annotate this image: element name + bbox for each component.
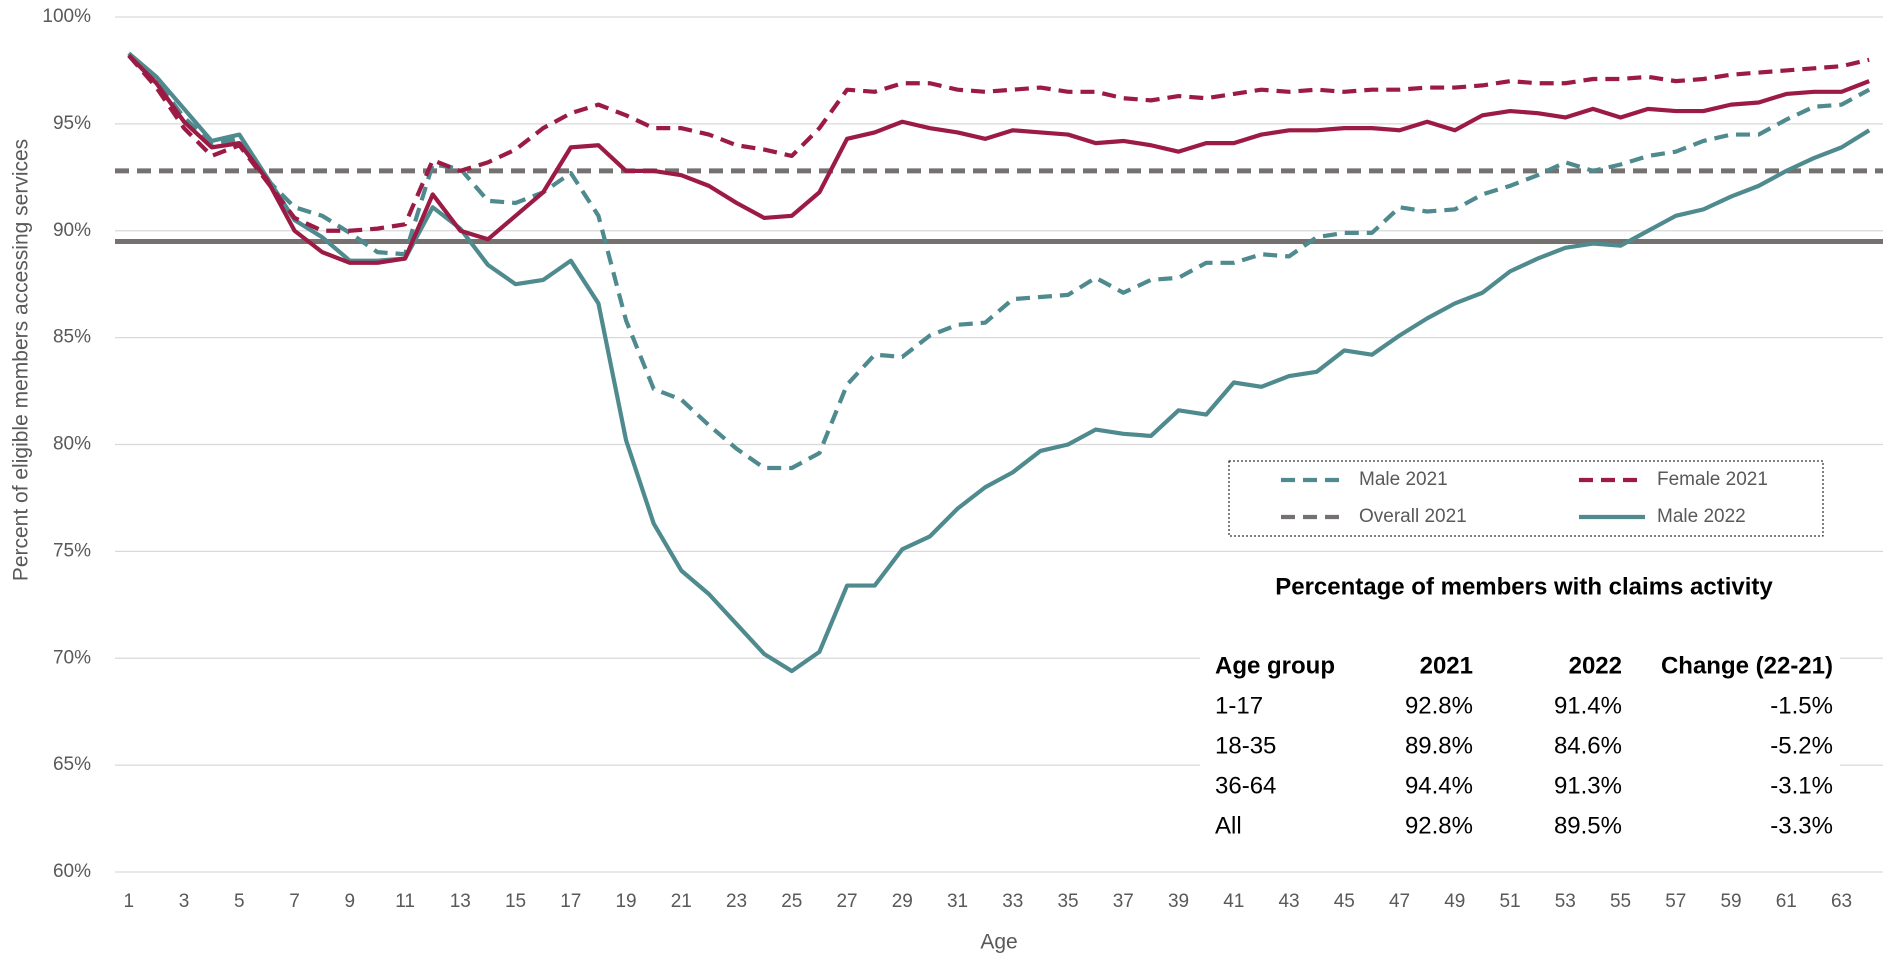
series-line — [127, 51, 1871, 471]
x-tick-label: 35 — [1057, 891, 1078, 912]
x-tick-label: 3 — [179, 891, 190, 912]
y-tick-label: 75% — [53, 540, 91, 561]
x-tick-label: 9 — [345, 891, 356, 912]
x-tick-label: 1 — [124, 891, 135, 912]
x-tick-label: 23 — [726, 891, 747, 912]
table-cell: 91.4% — [1554, 692, 1622, 719]
table-cell: 18-35 — [1215, 732, 1276, 759]
y-tick-label: 95% — [53, 113, 91, 134]
y-tick-label: 90% — [53, 220, 91, 241]
lines — [115, 51, 1883, 674]
table-cell: -3.3% — [1770, 812, 1833, 839]
series-line — [127, 51, 1871, 674]
x-tick-label: 31 — [947, 891, 968, 912]
x-tick-label: 7 — [289, 891, 300, 912]
x-tick-label: 45 — [1334, 891, 1355, 912]
x-tick-label: 47 — [1389, 891, 1410, 912]
legend-label: Male 2021 — [1359, 469, 1448, 490]
x-tick-label: 49 — [1444, 891, 1465, 912]
x-tick-label: 51 — [1499, 891, 1520, 912]
x-tick-label: 21 — [671, 891, 692, 912]
x-axis-title: Age — [980, 931, 1017, 954]
table-cell: 1-17 — [1215, 692, 1263, 719]
x-tick-label: 63 — [1831, 891, 1852, 912]
x-tick-label: 59 — [1720, 891, 1741, 912]
table-header: Change (22-21) — [1661, 652, 1833, 679]
x-tick-label: 55 — [1610, 891, 1631, 912]
table-background — [1200, 565, 1840, 850]
x-tick-label: 43 — [1278, 891, 1299, 912]
x-tick-label: 11 — [395, 891, 415, 912]
table-cell: All — [1215, 812, 1242, 839]
y-axis-title: Percent of eligible members accessing se… — [10, 139, 33, 581]
x-tick-label: 5 — [234, 891, 245, 912]
table-title: Percentage of members with claims activi… — [1275, 573, 1773, 600]
x-tick-label: 39 — [1168, 891, 1189, 912]
x-tick-label: 37 — [1113, 891, 1134, 912]
table-cell: 89.5% — [1554, 812, 1622, 839]
table-cell: -5.2% — [1770, 732, 1833, 759]
table-cell: 94.4% — [1405, 772, 1473, 799]
x-tick-label: 29 — [892, 891, 913, 912]
table: Age group 2021 2022 Change (22-21) 1-17 92.8%… — [1215, 652, 1833, 839]
y-tick-label: 100% — [42, 6, 91, 27]
legend-box — [1228, 460, 1824, 537]
y-tick-label: 60% — [53, 861, 91, 882]
table-cell: 36-64 — [1215, 772, 1276, 799]
legend-label: Female 2021 — [1657, 469, 1768, 490]
legend: Male 2021 Female 2021 Overall 2021 Male 202… — [1281, 469, 1768, 527]
x-tick-label: 17 — [560, 891, 581, 912]
y-tick-label: 80% — [53, 434, 91, 455]
legend-label: Overall 2021 — [1359, 506, 1467, 527]
x-tick-label: 57 — [1665, 891, 1686, 912]
x-tick-label: 19 — [615, 891, 636, 912]
x-tick-label: 33 — [1002, 891, 1023, 912]
grid: 60%65%70%75%80%85%90%95%100%1 3 5 7 9 11 13 15 1… — [42, 6, 1883, 912]
table-header: Age group — [1215, 652, 1335, 679]
series-line — [127, 53, 1870, 265]
series-line — [127, 54, 1870, 233]
table-cell: 92.8% — [1405, 812, 1473, 839]
table-cell: 89.8% — [1405, 732, 1473, 759]
table-cell: -3.1% — [1770, 772, 1833, 799]
table-cell: 92.8% — [1405, 692, 1473, 719]
x-tick-label: 13 — [450, 891, 471, 912]
x-tick-label: 53 — [1555, 891, 1576, 912]
x-tick-label: 15 — [505, 891, 526, 912]
table-cell: 84.6% — [1554, 732, 1622, 759]
y-tick-label: 70% — [53, 647, 91, 668]
x-tick-label: 41 — [1223, 891, 1244, 912]
table-header: 2021 — [1420, 652, 1473, 679]
table-header: 2022 — [1569, 652, 1622, 679]
table-cell: 91.3% — [1554, 772, 1622, 799]
y-tick-label: 85% — [53, 327, 91, 348]
y-tick-label: 65% — [53, 754, 91, 775]
x-tick-label: 61 — [1776, 891, 1797, 912]
table-cell: -1.5% — [1770, 692, 1833, 719]
x-tick-label: 27 — [836, 891, 857, 912]
legend-label: Male 2022 — [1657, 506, 1746, 527]
x-tick-label: 25 — [781, 891, 802, 912]
